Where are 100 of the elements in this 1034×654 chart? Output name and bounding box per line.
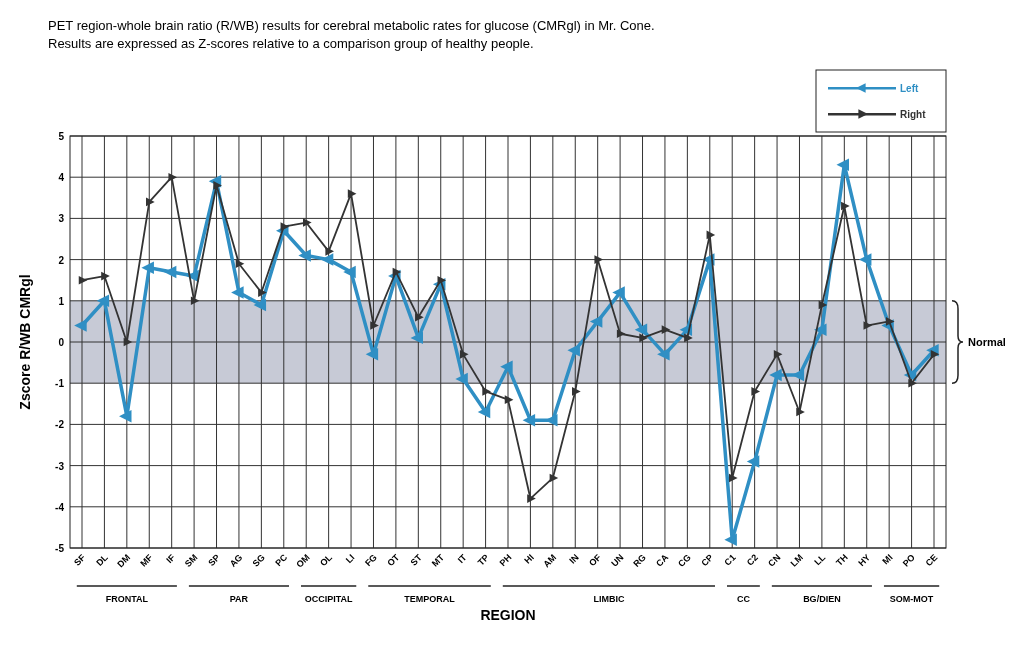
point [190,296,200,306]
point [661,325,671,334]
point [455,372,468,386]
x-tick-label: OT [385,551,402,569]
point [258,288,267,297]
y-tick-label: 3 [58,213,65,225]
y-tick-label: 4 [58,172,65,184]
x-tick-label: AM [541,552,559,570]
point [482,387,491,396]
x-tick-label: SF [72,552,88,568]
x-tick-label: LL [812,551,828,568]
y-axis-title: Zscore R/WB CMRgl [17,274,33,410]
point [751,387,761,396]
x-tick-label: MF [138,551,156,569]
x-tick-label: TH [834,552,850,568]
point [657,348,670,361]
point [163,265,177,279]
point [522,414,536,427]
point [863,321,873,330]
x-tick-label: PC [273,552,290,569]
text: OCCIPITAL [304,594,354,604]
y-tick-label: -5 [55,543,65,554]
point [500,360,513,373]
y-tick-label: 5 [58,131,65,142]
point [119,409,132,423]
point [908,378,917,388]
x-tick-label: LM [788,552,805,569]
y-tick-label: 0 [58,337,65,348]
y-tick-label: 2 [58,254,65,266]
point [634,323,648,336]
point [930,350,940,359]
point [302,218,312,227]
text: SOM-MOT [889,594,934,604]
x-tick-label: PO [900,552,917,569]
x-tick-label: CE [923,552,940,569]
point [343,265,356,279]
text: Left [900,83,919,94]
x-tick-label: HY [856,552,873,569]
point [146,197,155,207]
point [74,319,87,332]
x-tick-label: CA [654,551,671,569]
point [589,315,603,328]
point [504,395,514,404]
point [773,350,783,359]
x-tick-label: AG [227,552,245,569]
point [365,348,379,361]
x-tick-label: OM [294,552,312,570]
point [769,368,782,382]
x-tick-label: DL [94,551,111,568]
point [459,350,469,359]
point [746,455,760,468]
point [320,253,334,266]
point [639,333,648,343]
x-tick-label: MI [880,552,895,567]
point [572,387,581,396]
point [231,286,244,299]
x-tick-label: C1 [722,552,738,568]
y-tick-label: -1 [55,378,65,390]
y-tick-label: -4 [55,501,65,513]
x-tick-label: SM [182,552,200,569]
text: TEMPORAL [404,594,456,604]
x-tick-label: TP [475,552,491,568]
x-tick-label: OL [318,551,335,569]
x-tick-label: LI [343,552,357,566]
point [370,321,379,330]
x-tick-label: CP [699,552,716,569]
x-tick-label: MT [429,551,447,569]
point [796,407,805,417]
x-tick-label: DM [115,552,133,570]
text: LIMBIC [593,594,625,604]
point [298,249,311,262]
point [415,312,424,322]
point [347,189,357,198]
point [594,255,604,264]
text: PAR [229,594,249,604]
point [858,253,872,266]
x-tick-label: UN [609,552,626,569]
point [235,259,245,269]
point [527,494,536,503]
point [96,294,110,308]
point [253,298,267,312]
x-tick-label: CG [676,552,693,569]
x-tick-label: PH [497,552,514,569]
point [885,317,895,326]
x-tick-label: CN [766,552,783,569]
x-tick-label: RG [631,552,648,569]
x-tick-label: C2 [744,552,761,568]
x-tick-label: ST [408,552,425,568]
x-tick-label: IT [455,551,469,566]
point [101,271,110,281]
text: Right [900,109,927,120]
x-axis-title: REGION [480,607,536,623]
point [325,247,335,256]
x-tick-label: SP [206,552,222,568]
point [567,344,580,357]
point [836,158,849,172]
point [168,172,178,182]
text: BG/DIEN [803,594,841,604]
point [78,275,88,285]
band-label: Normal [968,336,1006,348]
